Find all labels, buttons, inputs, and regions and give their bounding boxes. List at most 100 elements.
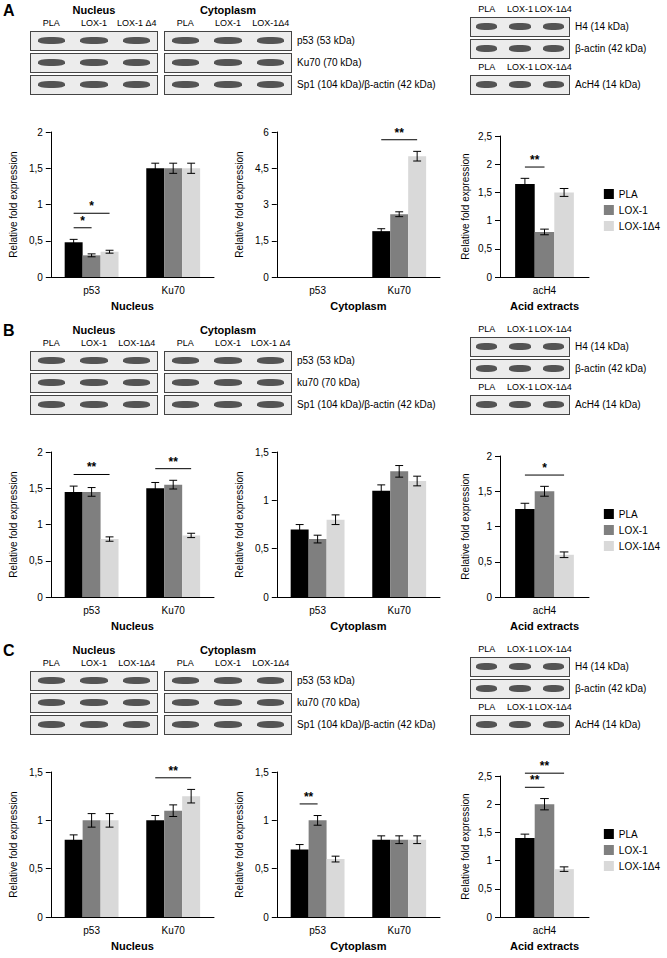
svg-text:0: 0 — [37, 912, 43, 923]
svg-text:*: * — [542, 461, 547, 475]
svg-text:0,5: 0,5 — [255, 863, 269, 874]
svg-text:0,5: 0,5 — [478, 243, 492, 254]
svg-text:Relative fold expression: Relative fold expression — [234, 151, 245, 257]
html-text:A: A — [3, 2, 15, 19]
svg-text:Relative fold expression: Relative fold expression — [234, 471, 245, 577]
svg-text:Relative fold expression: Relative fold expression — [460, 153, 471, 259]
svg-text:4,5: 4,5 — [255, 163, 269, 174]
svg-text:2: 2 — [486, 159, 492, 170]
svg-text:1,5: 1,5 — [29, 163, 43, 174]
svg-text:Ku70: Ku70 — [388, 605, 412, 616]
svg-text:0: 0 — [37, 272, 43, 283]
svg-text:3: 3 — [263, 199, 269, 210]
svg-text:**: ** — [169, 764, 179, 778]
svg-text:p53: p53 — [309, 285, 326, 296]
svg-text:1,5: 1,5 — [255, 767, 269, 778]
svg-text:LOX-1: LOX-1 — [619, 205, 648, 216]
svg-text:acH4: acH4 — [533, 285, 557, 296]
svg-text:Nucleus: Nucleus — [111, 620, 154, 632]
svg-text:1: 1 — [486, 215, 492, 226]
svg-text:p53: p53 — [83, 925, 100, 936]
svg-text:Nucleus: Nucleus — [111, 300, 154, 312]
svg-text:p53: p53 — [309, 605, 326, 616]
svg-text:1,5: 1,5 — [478, 187, 492, 198]
svg-text:Cytoplasm: Cytoplasm — [330, 300, 386, 312]
svg-text:LOX-1: LOX-1 — [619, 845, 648, 856]
svg-text:0: 0 — [263, 592, 269, 603]
svg-text:2: 2 — [37, 447, 43, 458]
svg-text:1,5: 1,5 — [478, 486, 492, 497]
svg-text:1: 1 — [486, 521, 492, 532]
svg-text:p53: p53 — [83, 285, 100, 296]
svg-text:0: 0 — [37, 592, 43, 603]
svg-text:LOX-1Δ4: LOX-1Δ4 — [619, 221, 661, 232]
svg-text:1: 1 — [37, 815, 43, 826]
svg-text:6: 6 — [263, 127, 269, 138]
svg-text:PLA: PLA — [619, 509, 638, 520]
svg-text:*: * — [89, 199, 94, 213]
svg-text:p53: p53 — [309, 925, 326, 936]
svg-text:1: 1 — [37, 199, 43, 210]
svg-text:0,5: 0,5 — [478, 556, 492, 567]
svg-text:Relative fold expression: Relative fold expression — [460, 793, 471, 899]
svg-text:**: ** — [87, 460, 97, 474]
svg-text:1: 1 — [263, 815, 269, 826]
svg-text:Relative fold expression: Relative fold expression — [234, 791, 245, 897]
svg-text:0: 0 — [263, 912, 269, 923]
svg-text:**: ** — [530, 773, 540, 787]
svg-text:0,5: 0,5 — [29, 555, 43, 566]
svg-text:**: ** — [540, 759, 550, 773]
html-text:Nucleus: Nucleus — [72, 4, 116, 16]
svg-text:Ku70: Ku70 — [388, 285, 412, 296]
svg-text:Relative fold expression: Relative fold expression — [8, 791, 19, 897]
svg-text:Nucleus: Nucleus — [111, 940, 154, 952]
svg-text:2,5: 2,5 — [478, 771, 492, 782]
svg-text:0,5: 0,5 — [29, 235, 43, 246]
svg-text:PLA: PLA — [619, 189, 638, 200]
svg-text:1,5: 1,5 — [255, 447, 269, 458]
svg-text:Relative fold expression: Relative fold expression — [8, 151, 19, 257]
svg-text:p53: p53 — [83, 605, 100, 616]
svg-text:**: ** — [395, 126, 405, 140]
svg-text:0: 0 — [486, 592, 492, 603]
svg-text:Ku70: Ku70 — [162, 605, 186, 616]
svg-text:Cytoplasm: Cytoplasm — [330, 620, 386, 632]
svg-text:Acid extracts: Acid extracts — [510, 620, 579, 632]
svg-text:1,5: 1,5 — [29, 483, 43, 494]
svg-text:1,5: 1,5 — [478, 827, 492, 838]
svg-text:Relative fold expression: Relative fold expression — [8, 471, 19, 577]
svg-text:acH4: acH4 — [533, 605, 557, 616]
svg-text:*: * — [80, 214, 85, 228]
svg-text:Relative fold expression: Relative fold expression — [460, 473, 471, 579]
svg-text:2: 2 — [37, 127, 43, 138]
svg-text:**: ** — [304, 790, 314, 804]
svg-text:PLA: PLA — [619, 829, 638, 840]
svg-text:acH4: acH4 — [533, 925, 557, 936]
html-text:Cytoplasm: Cytoplasm — [199, 4, 257, 16]
svg-text:2,5: 2,5 — [478, 131, 492, 142]
svg-text:Ku70: Ku70 — [388, 925, 412, 936]
svg-text:Cytoplasm: Cytoplasm — [330, 940, 386, 952]
svg-text:Acid extracts: Acid extracts — [510, 300, 579, 312]
svg-text:1: 1 — [37, 519, 43, 530]
svg-text:LOX-1Δ4: LOX-1Δ4 — [619, 541, 661, 552]
svg-text:0,5: 0,5 — [478, 883, 492, 894]
svg-text:0: 0 — [486, 912, 492, 923]
svg-text:**: ** — [530, 153, 540, 167]
svg-text:1,5: 1,5 — [29, 767, 43, 778]
svg-text:0: 0 — [263, 272, 269, 283]
svg-text:0,5: 0,5 — [29, 863, 43, 874]
svg-text:2: 2 — [486, 799, 492, 810]
svg-text:1: 1 — [486, 855, 492, 866]
svg-text:1,5: 1,5 — [255, 235, 269, 246]
svg-text:Ku70: Ku70 — [162, 925, 186, 936]
svg-text:0,5: 0,5 — [255, 543, 269, 554]
svg-text:LOX-1: LOX-1 — [619, 525, 648, 536]
svg-text:Acid extracts: Acid extracts — [510, 940, 579, 952]
svg-text:Ku70: Ku70 — [162, 285, 186, 296]
svg-text:0: 0 — [486, 272, 492, 283]
svg-text:LOX-1Δ4: LOX-1Δ4 — [619, 861, 661, 872]
svg-text:2: 2 — [486, 451, 492, 462]
svg-text:**: ** — [169, 455, 179, 469]
svg-text:1: 1 — [263, 495, 269, 506]
